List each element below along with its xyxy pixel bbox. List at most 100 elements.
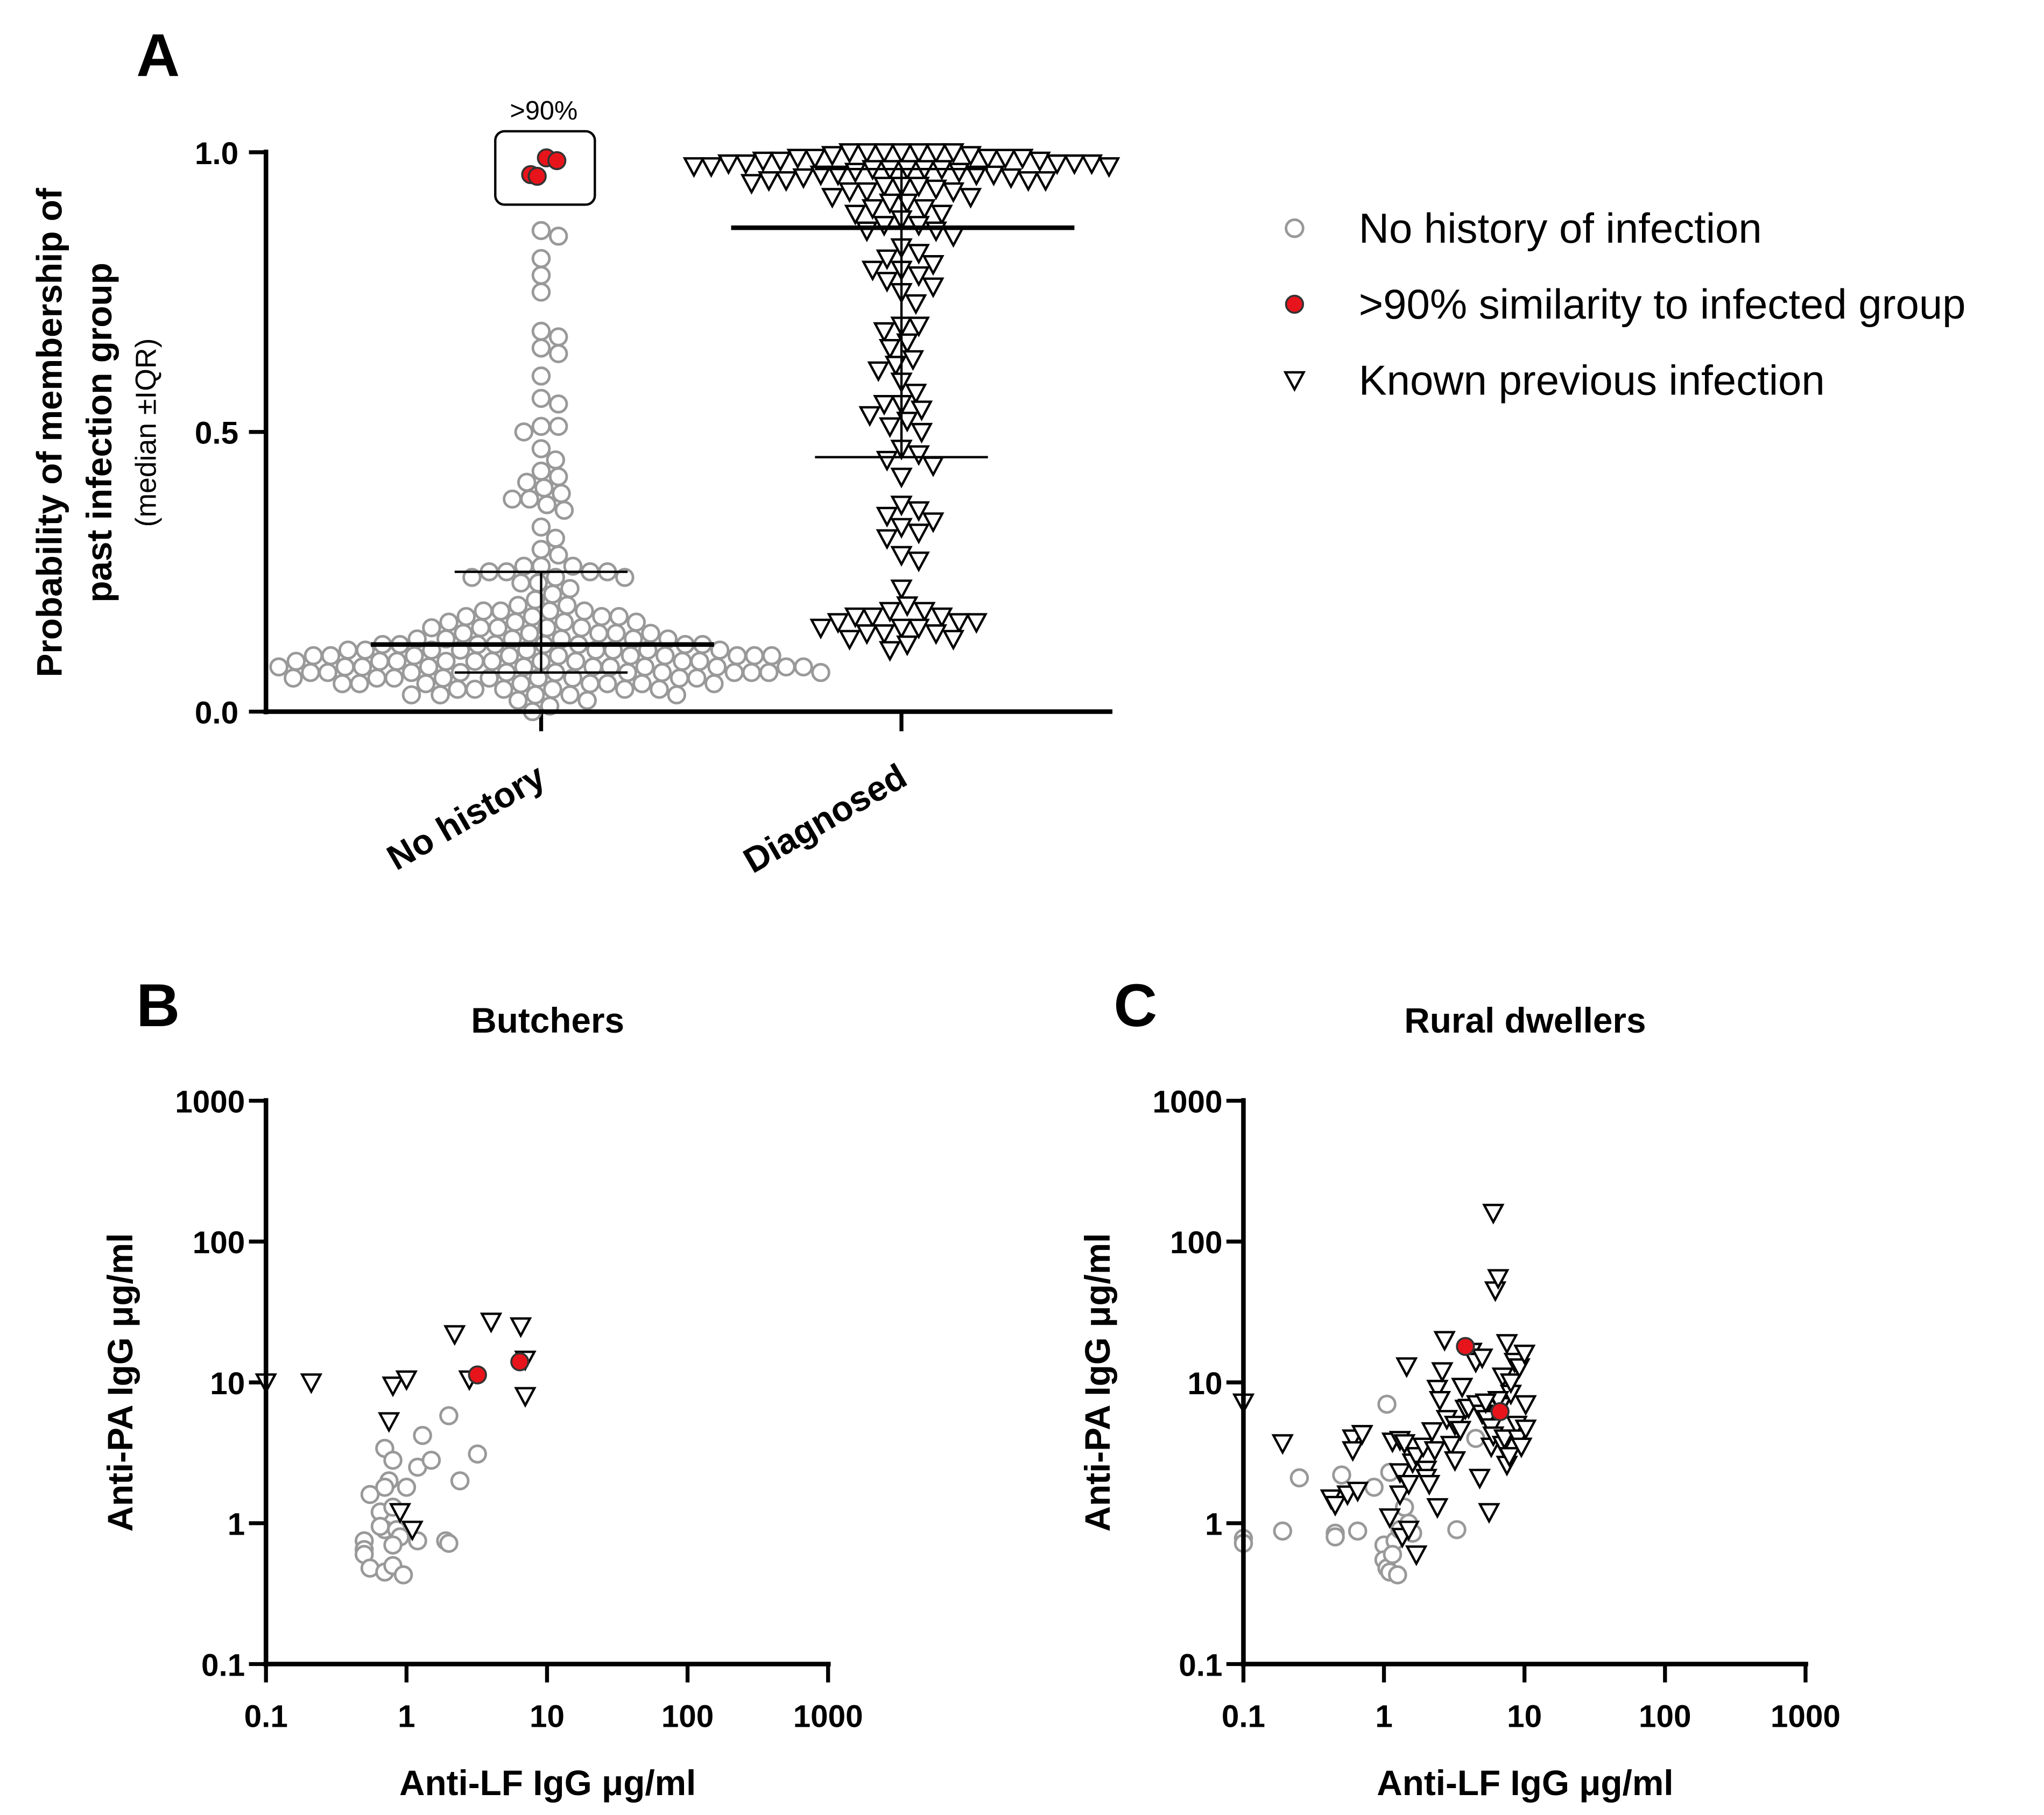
data-point-diagnosed [925, 221, 948, 243]
data-point-diagnosed [876, 529, 898, 550]
data-point-known-infection [1513, 1344, 1536, 1366]
data-point-diagnosed [922, 255, 945, 276]
data-point-diagnosed [821, 188, 844, 209]
data-point-diagnosed [878, 417, 901, 439]
legend-marker-known [1283, 371, 1306, 392]
data-point-diagnosed [867, 361, 890, 383]
data-point-no-history [471, 618, 490, 638]
data-point-no-history [384, 668, 404, 688]
data-point-diagnosed [907, 266, 930, 287]
legend-label-no-history: No history of infection [1359, 204, 1762, 252]
data-point-diagnosed [844, 204, 867, 225]
data-point-no-history [508, 596, 528, 615]
data-point-no-history [528, 573, 548, 593]
data-point-no-history [606, 624, 626, 643]
data-point-known-infection [1433, 1331, 1456, 1352]
data-point-diagnosed [856, 143, 878, 164]
data-point-no-history [321, 646, 341, 666]
data-point-diagnosed [948, 163, 970, 183]
data-point-known-infection [1428, 1390, 1451, 1412]
data-point-known-infection [1393, 1434, 1416, 1455]
data-point-diagnosed [735, 154, 757, 175]
data-point-no-history [540, 601, 560, 621]
data-point-known-infection [1388, 1463, 1412, 1484]
category-label-no-history: No history [380, 755, 552, 878]
data-point-diagnosed [922, 277, 945, 299]
data-point-no-history [762, 646, 781, 666]
data-point-diagnosed [982, 165, 1005, 187]
x-tick-label-b: 1 [398, 1699, 415, 1734]
data-point-no-history [548, 227, 568, 246]
data-point-known-infection [1418, 1475, 1441, 1496]
data-point-diagnosed [775, 171, 798, 192]
data-point-no-history [335, 657, 355, 677]
data-point-diagnosed [890, 496, 913, 517]
data-point-no-history [1388, 1565, 1407, 1585]
data-point-diagnosed [907, 524, 930, 545]
data-point-diagnosed [838, 182, 861, 203]
highlight-box [494, 130, 596, 206]
data-point-diagnosed [873, 176, 896, 197]
data-point-no-history [422, 618, 441, 638]
data-point-no-history [431, 685, 450, 705]
x-tick-label-c: 10 [1507, 1699, 1542, 1734]
data-point-diagnosed [821, 146, 844, 167]
data-point-no-history [456, 607, 476, 626]
data-point-no-history [615, 568, 635, 587]
data-point-no-history [531, 439, 551, 458]
data-point-no-history [503, 489, 522, 509]
y-tick-label-b: 0.1 [201, 1648, 245, 1683]
data-point-no-history [465, 680, 485, 699]
legend-marker-similar [1285, 294, 1305, 314]
data-point-diagnosed [752, 151, 774, 173]
data-point-no-history [707, 657, 727, 677]
data-point-no-history [511, 573, 531, 593]
data-point-known-infection [1426, 1380, 1449, 1401]
data-point-known-infection [1378, 1508, 1401, 1529]
data-point-no-history [552, 484, 571, 503]
data-point-no-history [421, 1450, 441, 1470]
data-point-no-history [304, 646, 323, 666]
data-point-no-history [531, 540, 551, 559]
data-point-no-history [580, 674, 600, 694]
data-point-diagnosed [896, 412, 919, 433]
data-point-no-history [1377, 1394, 1397, 1414]
data-point-known-infection [1271, 1434, 1294, 1455]
data-point-known-infection [389, 1503, 412, 1524]
data-point-similar [1490, 1402, 1510, 1422]
data-point-no-history [776, 657, 796, 677]
data-point-no-history [597, 674, 617, 694]
y-axis-subtitle: (median ±IQR) [131, 338, 163, 527]
data-point-diagnosed [1063, 154, 1086, 175]
data-point-no-history [575, 601, 594, 621]
data-point-diagnosed [907, 316, 930, 337]
data-point-no-history [491, 601, 511, 621]
data-point-similar [527, 166, 547, 186]
data-point-known-infection [1482, 1204, 1505, 1225]
panel-b: B Butchers Anti-LF IgG μg/ml Anti-PA IgG… [100, 972, 863, 1803]
data-point-known-infection [509, 1317, 532, 1338]
data-point-no-history [641, 624, 660, 643]
data-point-no-history [383, 1535, 403, 1555]
data-point-no-history [353, 657, 372, 677]
data-point-no-history [286, 652, 306, 671]
data-point-diagnosed [890, 546, 913, 567]
data-point-diagnosed [769, 151, 792, 173]
data-point-diagnosed [873, 624, 896, 645]
data-point-no-history [1332, 1465, 1351, 1485]
data-point-no-history [724, 662, 744, 682]
data-point-known-infection [1514, 1395, 1537, 1416]
data-point-diagnosed [682, 157, 706, 178]
data-point-no-history [669, 668, 689, 688]
data-point-no-history [667, 685, 687, 705]
data-point-known-infection [1351, 1425, 1373, 1446]
data-point-no-history [548, 344, 568, 363]
y-tick-label-a: 0.5 [195, 416, 238, 451]
data-point-diagnosed [905, 384, 927, 405]
panel-a: A Probability of membership of past infe… [29, 22, 1120, 881]
data-point-no-history [419, 657, 439, 677]
y-tick-label-c: 10 [1188, 1366, 1223, 1401]
data-point-no-history [1273, 1521, 1293, 1541]
data-point-known-infection [1421, 1422, 1443, 1443]
